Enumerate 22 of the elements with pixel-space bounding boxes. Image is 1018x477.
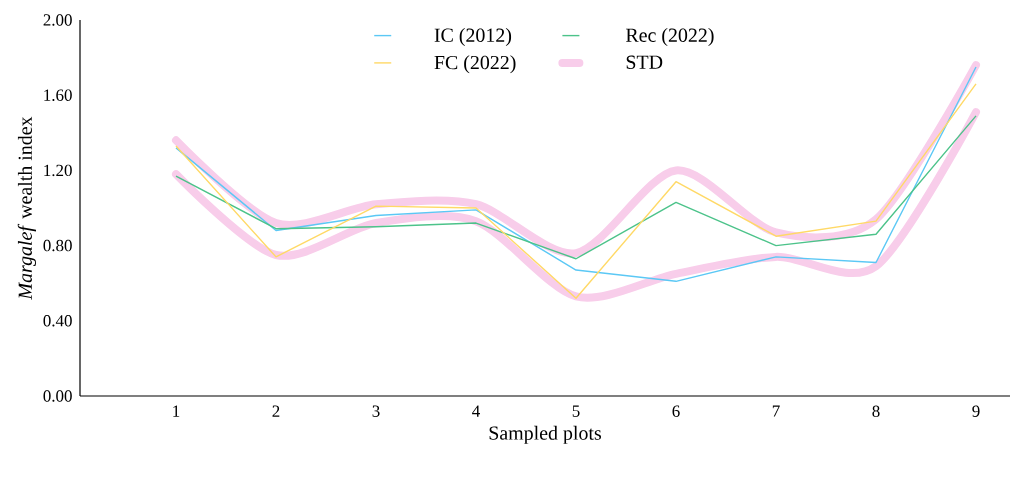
legend-label: FC (2022) [434, 55, 516, 74]
x-tick-label: 8 [872, 405, 880, 417]
x-axis-title: Sampled plots [489, 425, 601, 444]
legend-label: IC (2012) [434, 27, 512, 46]
y-tick-label: 1.20 [44, 164, 72, 177]
x-tick-label: 5 [572, 405, 580, 417]
y-tick-label: 1.60 [44, 89, 72, 101]
x-tick-label: 1 [173, 405, 180, 417]
y-tick-label: 0.00 [43, 390, 72, 402]
x-tick-label: 6 [672, 405, 680, 417]
y-axis-title: Margalef wealth index [17, 116, 36, 300]
y-tick-label: 0.40 [43, 315, 72, 327]
legend-label: Rec (2022) [625, 27, 714, 46]
legend-label: STD [626, 55, 663, 69]
line-series [175, 115, 977, 260]
x-tick-label: 9 [972, 405, 980, 417]
y-tick-label: 2.00 [43, 14, 72, 26]
x-tick-label: 2 [272, 405, 280, 417]
x-tick-label: 4 [472, 405, 480, 417]
x-tick-label: 3 [372, 405, 380, 417]
y-tick-label: 0.80 [43, 239, 72, 252]
x-tick-label: 7 [772, 405, 780, 417]
